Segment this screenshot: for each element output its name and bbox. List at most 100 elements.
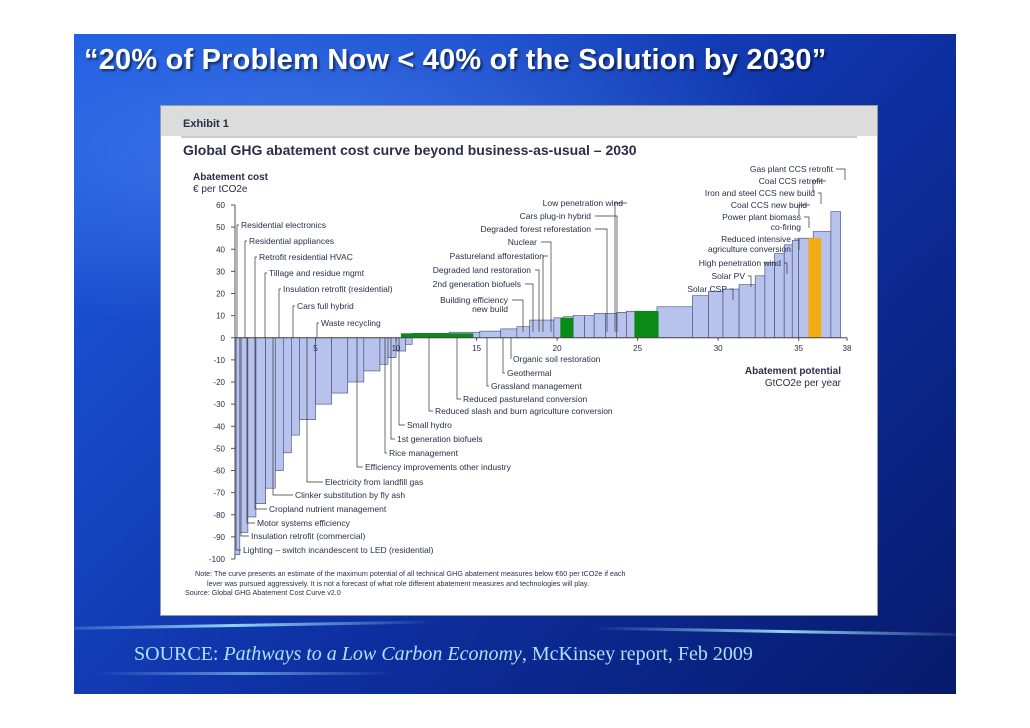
label-leader [541,241,552,332]
measure-label: High penetration wind [699,258,781,268]
y-tick-label: -50 [213,444,225,453]
highlighted-bar [634,311,659,338]
slide-title: “20% of Problem Now < 40% of the Solutio… [84,44,827,76]
label-leader [384,337,387,454]
y-tick-label: -30 [213,400,225,409]
measure-label: Grassland management [491,381,582,391]
y-tick-label: 20 [216,290,225,299]
cost-curve-bar [791,240,799,339]
measure-label: Solar PV [711,271,745,281]
measure-label: Residential electronics [241,220,326,230]
cost-curve-bar [405,337,413,345]
label-leader [525,283,534,332]
label-leader [264,272,267,338]
measure-label: Building efficiency [440,295,509,305]
measure-label: Nuclear [508,237,537,247]
measure-label: Reduced intensive [721,234,791,244]
cost-curve-bar [291,337,300,436]
measure-label: Pastureland afforestation [450,251,545,261]
measure-label: Low penetration wind [543,198,624,208]
measure-label: Retrofit residential HVAC [259,252,353,262]
y-tick-label: -40 [213,422,225,431]
measure-label: Degraded land restoration [433,265,532,275]
cost-curve-bar [265,337,276,489]
label-leader [272,337,293,496]
label-leader [784,262,788,274]
cost-curve-bar [656,306,693,339]
y-tick-label: 40 [216,245,225,254]
cost-curve-bar [283,337,292,454]
measure-label: Rice management [389,448,459,458]
label-leader [235,337,241,551]
cost-curve-bar [331,337,349,394]
cost-curve-bar [738,284,756,339]
measure-label: new build [472,304,508,314]
cost-curve-bar [500,328,518,339]
label-leader [730,288,734,300]
label-leader [812,180,826,192]
measure-label: Electricity from landfill gas [325,477,423,487]
cost-curve-bar [584,315,595,339]
x-tick-label: 25 [633,344,642,353]
label-leader [748,275,752,287]
chart-note: lever was pursued aggressively. It is no… [207,579,589,588]
measure-label: Reduced slash and burn agriculture conve… [435,406,613,416]
cost-curve-bar [616,312,627,339]
measure-label: Efficiency improvements other industry [365,462,512,472]
measure-label: Solar CSP [687,284,727,294]
cost-curve-bar [708,290,724,339]
cost-curve-bar [783,244,793,339]
abatement-cost-curve-chart: Exhibit 1 Global GHG abatement cost curve… [161,106,877,597]
light-streak [74,620,434,631]
measure-label: 2nd generation biofuels [433,279,521,289]
chart-note: Note: The curve presents an estimate of … [195,569,626,578]
source-title: Pathways to a Low Carbon Economy [223,643,522,665]
measure-label: 1st generation biofuels [397,434,483,444]
x-tick-label: 15 [472,344,481,353]
measure-label: Reduced pastureland conversion [463,394,588,404]
label-leader [240,337,249,537]
label-leader [512,299,524,332]
label-leader [306,337,323,483]
label-leader [486,337,489,387]
y-tick-label: -80 [213,511,225,520]
y-tick-label: -70 [213,489,225,498]
measure-label: Residential appliances [249,236,334,246]
label-leader [428,337,433,412]
exhibit-header-band [161,106,877,136]
label-leader [614,202,627,332]
measure-label: Coal CCS new build [731,200,807,210]
cost-curve-bar [593,313,606,339]
label-leader [456,337,461,400]
measure-label: Degraded forest reforestation [480,224,591,234]
x-tick-label: 38 [843,344,852,353]
label-leader [278,288,281,338]
cost-curve-bar [754,275,766,339]
label-leader [254,337,267,510]
cost-curve-bar [347,337,365,383]
x-tick-label: 30 [714,344,723,353]
measure-label: Clinker substitution by fly ash [295,490,405,500]
exhibit-label: Exhibit 1 [183,118,229,130]
measure-label: Motor systems efficiency [257,518,351,528]
measure-label: co-firing [771,222,802,232]
cost-curve-bar [363,337,381,372]
x-tick-label: 35 [794,344,803,353]
cost-curve-bar [479,330,502,339]
measure-label: Geothermal [507,368,552,378]
label-leader [595,215,618,332]
measure-label: Insulation retrofit (commercial) [251,531,365,541]
slide-background: “20% of Problem Now < 40% of the Solutio… [74,34,956,694]
label-leader [542,255,548,332]
label-leader [804,216,810,228]
label-leader [254,256,257,338]
label-leader [502,337,505,374]
label-leader [316,322,319,338]
highlighted-bar [808,238,822,338]
measure-label: Waste recycling [321,318,381,328]
label-leader [356,337,363,468]
cost-curve-bar [764,262,775,339]
y-tick-label: 50 [216,223,225,232]
label-leader [535,269,540,332]
measure-label: Cars plug-in hybrid [520,211,592,221]
